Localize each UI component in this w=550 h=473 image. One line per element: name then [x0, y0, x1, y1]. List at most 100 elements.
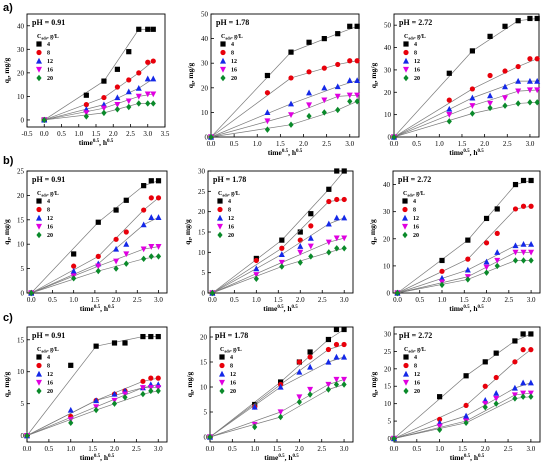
- data-point: [515, 77, 522, 84]
- fit-line: [31, 256, 99, 294]
- x-tick-label: 3.0: [340, 296, 349, 304]
- legend-label: 4: [47, 355, 50, 361]
- legend-label: 20: [231, 76, 237, 82]
- x-tick-label: 2.0: [299, 140, 308, 148]
- data-point: [141, 255, 147, 263]
- fit-line: [138, 93, 154, 97]
- fit-line: [143, 197, 159, 211]
- fit-line: [103, 29, 140, 82]
- legend-label: 20: [414, 76, 420, 82]
- fit-line: [393, 105, 473, 138]
- fit-line: [328, 170, 345, 190]
- data-point: [101, 109, 107, 117]
- x-tick-label: 3.0: [527, 296, 536, 304]
- data-point: [148, 178, 154, 184]
- legend-label: 20: [414, 389, 420, 395]
- data-point: [493, 400, 499, 407]
- fit-line: [103, 87, 139, 105]
- y-tick-label: 0: [204, 434, 208, 442]
- data-point: [155, 178, 162, 184]
- legend-marker: [220, 49, 226, 56]
- data-point: [446, 105, 453, 112]
- fit-line: [280, 389, 329, 418]
- fit-line: [98, 248, 144, 267]
- data-point: [296, 398, 302, 406]
- legend-marker: [403, 41, 409, 47]
- fit-line: [393, 415, 467, 439]
- fit-line: [281, 241, 329, 263]
- data-point: [307, 363, 314, 370]
- data-point: [296, 368, 303, 375]
- data-point: [446, 97, 452, 103]
- fit-line: [518, 58, 538, 67]
- data-point: [155, 244, 162, 250]
- data-point: [335, 61, 341, 68]
- data-point: [306, 39, 312, 45]
- legend-label: 8: [47, 364, 50, 370]
- data-point: [264, 109, 271, 115]
- legend-marker: [36, 379, 42, 386]
- data-point: [150, 26, 156, 32]
- y-axis-label: qt, mg/g: [183, 219, 194, 245]
- x-axis-label: time0.5, h0.5: [264, 453, 299, 462]
- data-point: [334, 83, 341, 90]
- fit-line: [44, 97, 105, 121]
- data-point: [307, 354, 313, 360]
- data-point: [487, 100, 494, 107]
- data-point: [111, 340, 118, 346]
- data-point: [483, 264, 490, 271]
- fit-line: [514, 333, 532, 342]
- x-tick-label: 3.0: [154, 296, 163, 304]
- data-point: [483, 215, 490, 222]
- x-tick-label: 1.0: [435, 140, 444, 148]
- data-point: [333, 214, 340, 221]
- x-tick-label: 2.0: [112, 296, 121, 304]
- data-point: [279, 245, 285, 251]
- data-point: [148, 244, 155, 250]
- data-point: [264, 126, 271, 133]
- data-point: [207, 433, 213, 441]
- x-axis-label: time0.5, h0.5: [80, 304, 115, 313]
- data-point: [465, 276, 471, 283]
- fit-line: [397, 276, 468, 294]
- data-point: [321, 84, 328, 91]
- fit-line: [26, 409, 97, 436]
- data-point: [520, 347, 526, 353]
- data-point: [321, 109, 327, 116]
- legend-label: 12: [231, 59, 237, 65]
- data-point: [341, 376, 348, 383]
- y-tick-label: 10: [17, 93, 25, 101]
- data-point: [534, 87, 541, 94]
- fit-line: [96, 387, 144, 401]
- legend-label: 4: [47, 42, 50, 48]
- y-tick-label: 5: [204, 409, 208, 417]
- x-tick-label: 0.5: [412, 445, 421, 453]
- x-tick-label: 2.5: [317, 445, 326, 453]
- data-point: [71, 251, 77, 257]
- data-point: [527, 15, 533, 22]
- data-point: [71, 275, 77, 282]
- data-point: [334, 93, 341, 100]
- data-point: [494, 262, 500, 270]
- data-point: [528, 177, 534, 184]
- data-point: [520, 203, 527, 209]
- data-point: [354, 92, 361, 99]
- data-point: [527, 56, 533, 62]
- data-point: [307, 243, 314, 250]
- data-point: [335, 31, 341, 37]
- x-tick-label: 1.5: [460, 296, 469, 304]
- data-point: [528, 241, 535, 247]
- x-tick-label: 1.5: [276, 140, 285, 148]
- legend-label: 16: [414, 381, 420, 387]
- fit-line: [95, 380, 144, 401]
- legend-marker: [402, 206, 408, 213]
- data-point: [288, 100, 295, 107]
- legend-label: 4: [414, 42, 417, 48]
- fit-line: [103, 96, 139, 109]
- data-point: [308, 253, 314, 260]
- data-point: [446, 118, 452, 125]
- fit-line: [290, 33, 338, 53]
